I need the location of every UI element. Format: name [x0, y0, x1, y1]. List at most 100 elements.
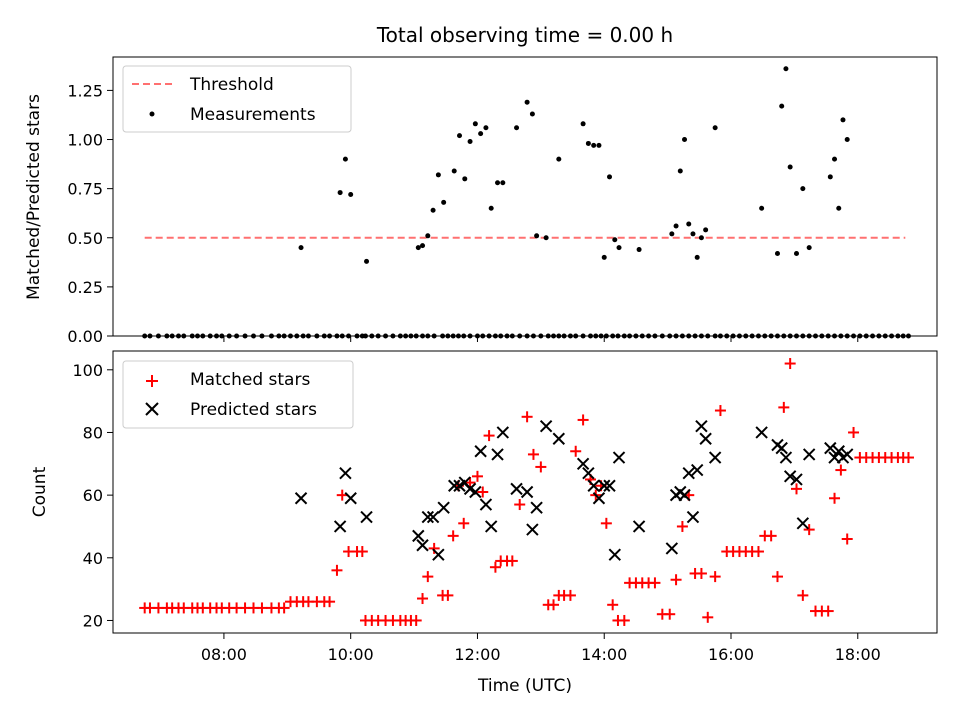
bottom-xtick-label: 16:00: [708, 645, 754, 664]
legend-threshold-label: Threshold: [189, 75, 274, 95]
measurement-point: [612, 237, 618, 243]
measurement-point: [779, 103, 785, 109]
predicted-star-point: [603, 479, 616, 492]
predicted-star-point: [432, 548, 445, 561]
predicted-star-point: [491, 448, 504, 461]
predicted-star-point: [484, 520, 498, 533]
matched-star-point: [822, 605, 834, 617]
measurement-point: [425, 233, 431, 239]
measurement-point: [441, 199, 447, 205]
predicted-star-point: [598, 479, 611, 492]
predicted-star-point: [496, 426, 510, 439]
measurement-point: [636, 247, 642, 253]
matched-star-point: [428, 542, 440, 554]
measurement-point: [774, 250, 780, 256]
matched-star-point: [331, 564, 343, 576]
predicted-star-point: [479, 498, 493, 511]
measurement-point: [524, 99, 530, 105]
predicted-star-point: [416, 539, 429, 552]
measurement-point: [415, 245, 421, 251]
matched-star-point: [336, 489, 348, 501]
top-legend-box: [122, 65, 352, 133]
matched-star-point: [607, 599, 619, 611]
bottom-xtick-label: 12:00: [454, 645, 500, 664]
predicted-star-point: [587, 479, 600, 492]
top-ytick-label: 0.25: [67, 278, 103, 297]
predicted-star-point: [552, 432, 566, 445]
matched-star-point: [483, 430, 495, 442]
legend-matched-label: Matched stars: [190, 370, 310, 390]
measurement-point: [534, 233, 540, 239]
measurement-point: [529, 111, 535, 117]
matched-star-point: [790, 483, 802, 495]
top-ytick-label: 0.50: [67, 229, 103, 248]
predicted-star-point: [840, 448, 854, 461]
bottom-plot-marks: [139, 358, 914, 626]
matched-star-point: [765, 530, 777, 542]
top-legend: Threshold Measurements: [122, 65, 352, 133]
measurement-point: [832, 156, 838, 162]
measurement-point: [787, 164, 793, 170]
measurement-point: [483, 125, 489, 131]
predicted-star-point: [344, 492, 357, 505]
bottom-xtick-label: 10:00: [328, 645, 374, 664]
measurement-point: [677, 168, 683, 174]
bottom-axes-frame: [112, 350, 938, 634]
predicted-star-point: [755, 426, 768, 439]
predicted-star-point: [539, 419, 553, 433]
bottom-xtick-label: 18:00: [835, 645, 881, 664]
matched-star-point: [752, 546, 764, 558]
measurement-point: [690, 231, 696, 237]
matched-star-point: [771, 571, 783, 583]
matched-star-point: [664, 608, 676, 620]
measurement-point: [601, 254, 607, 260]
matched-star-point: [356, 546, 368, 558]
predicted-star-point: [695, 419, 708, 433]
top-axes-frame: [112, 56, 938, 337]
predicted-star-point: [448, 479, 461, 492]
matched-star-point: [829, 492, 841, 504]
bottom-legend-box: [122, 360, 354, 429]
matched-star-point: [521, 411, 533, 423]
top-y-axis-label: Matched/Predicted stars: [24, 94, 44, 300]
measurement-point: [694, 254, 700, 260]
predicted-star-point: [526, 523, 539, 536]
matched-star-point: [835, 464, 847, 476]
legend-measurements-label: Measurements: [190, 105, 316, 125]
measurement-point: [451, 168, 457, 174]
bottom-xtick-label: 08:00: [201, 645, 247, 664]
measurement-point: [844, 137, 850, 143]
chart-title: Total observing time = 0.00 h: [376, 23, 673, 47]
measurement-point: [596, 142, 602, 148]
measurement-point: [467, 138, 473, 144]
bottom-ytick-label: 80: [83, 423, 103, 442]
measurement-point: [488, 205, 494, 211]
matched-star-point: [618, 614, 630, 626]
matched-star-point: [447, 530, 459, 542]
matched-star-point: [422, 571, 434, 583]
predicted-star-point: [426, 510, 440, 524]
measurement-point: [673, 223, 679, 229]
measurement-point: [457, 133, 463, 139]
predicted-star-point: [682, 466, 695, 480]
measurement-point: [478, 131, 484, 137]
matched-star-point: [471, 470, 483, 482]
matched-star-point: [803, 524, 815, 536]
measurement-point: [298, 245, 304, 251]
top-ytick-label: 1.25: [67, 81, 103, 100]
bottom-y-axis-label: Count: [30, 466, 50, 517]
measurement-point: [430, 207, 436, 213]
predicted-star-point: [678, 488, 691, 502]
bottom-ytick-label: 40: [83, 549, 103, 568]
predicted-star-point: [824, 441, 837, 455]
predicted-star-point: [294, 492, 308, 505]
predicted-star-point: [582, 466, 595, 480]
measurement-point: [514, 125, 520, 131]
matched-star-point: [848, 426, 860, 438]
top-ytick-label: 1.00: [67, 131, 103, 150]
matched-star-point: [477, 486, 489, 498]
top-ytick-label: 0.00: [67, 327, 103, 346]
predicted-star-point: [333, 520, 347, 533]
predicted-star-point: [360, 510, 373, 524]
measurement-point: [342, 156, 348, 162]
